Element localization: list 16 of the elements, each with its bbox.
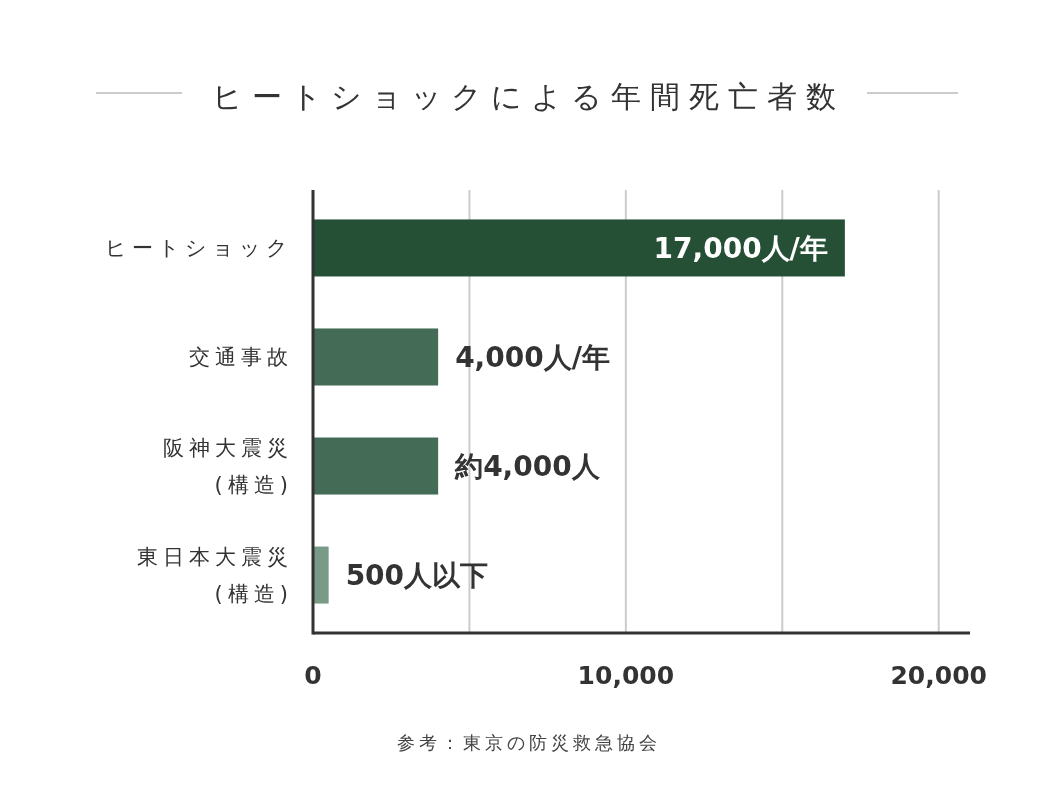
- bar: [313, 437, 439, 495]
- y-tick-label: ヒートショック: [105, 236, 293, 261]
- bar: [313, 328, 439, 386]
- bar: [313, 219, 845, 277]
- y-tick-label: 東日本大震災 (構造): [137, 544, 293, 606]
- data-label: 500人以下: [345, 558, 489, 592]
- x-tick-label: 0: [304, 660, 322, 690]
- data-label: 約4,000人: [454, 449, 601, 483]
- y-tick-label: 交通事故: [189, 345, 293, 370]
- y-tick-label: 阪神大震災 (構造): [163, 435, 293, 497]
- x-tick-label: 20,000: [890, 660, 987, 690]
- data-label: 17,000人/年: [653, 231, 828, 265]
- text: 参考：東京の防災救急協会: [396, 732, 661, 754]
- data-label: 4,000人/年: [455, 340, 610, 374]
- chart-title: ヒートショックによる年間死亡者数: [212, 78, 845, 114]
- x-tick-label: 10,000: [577, 660, 675, 690]
